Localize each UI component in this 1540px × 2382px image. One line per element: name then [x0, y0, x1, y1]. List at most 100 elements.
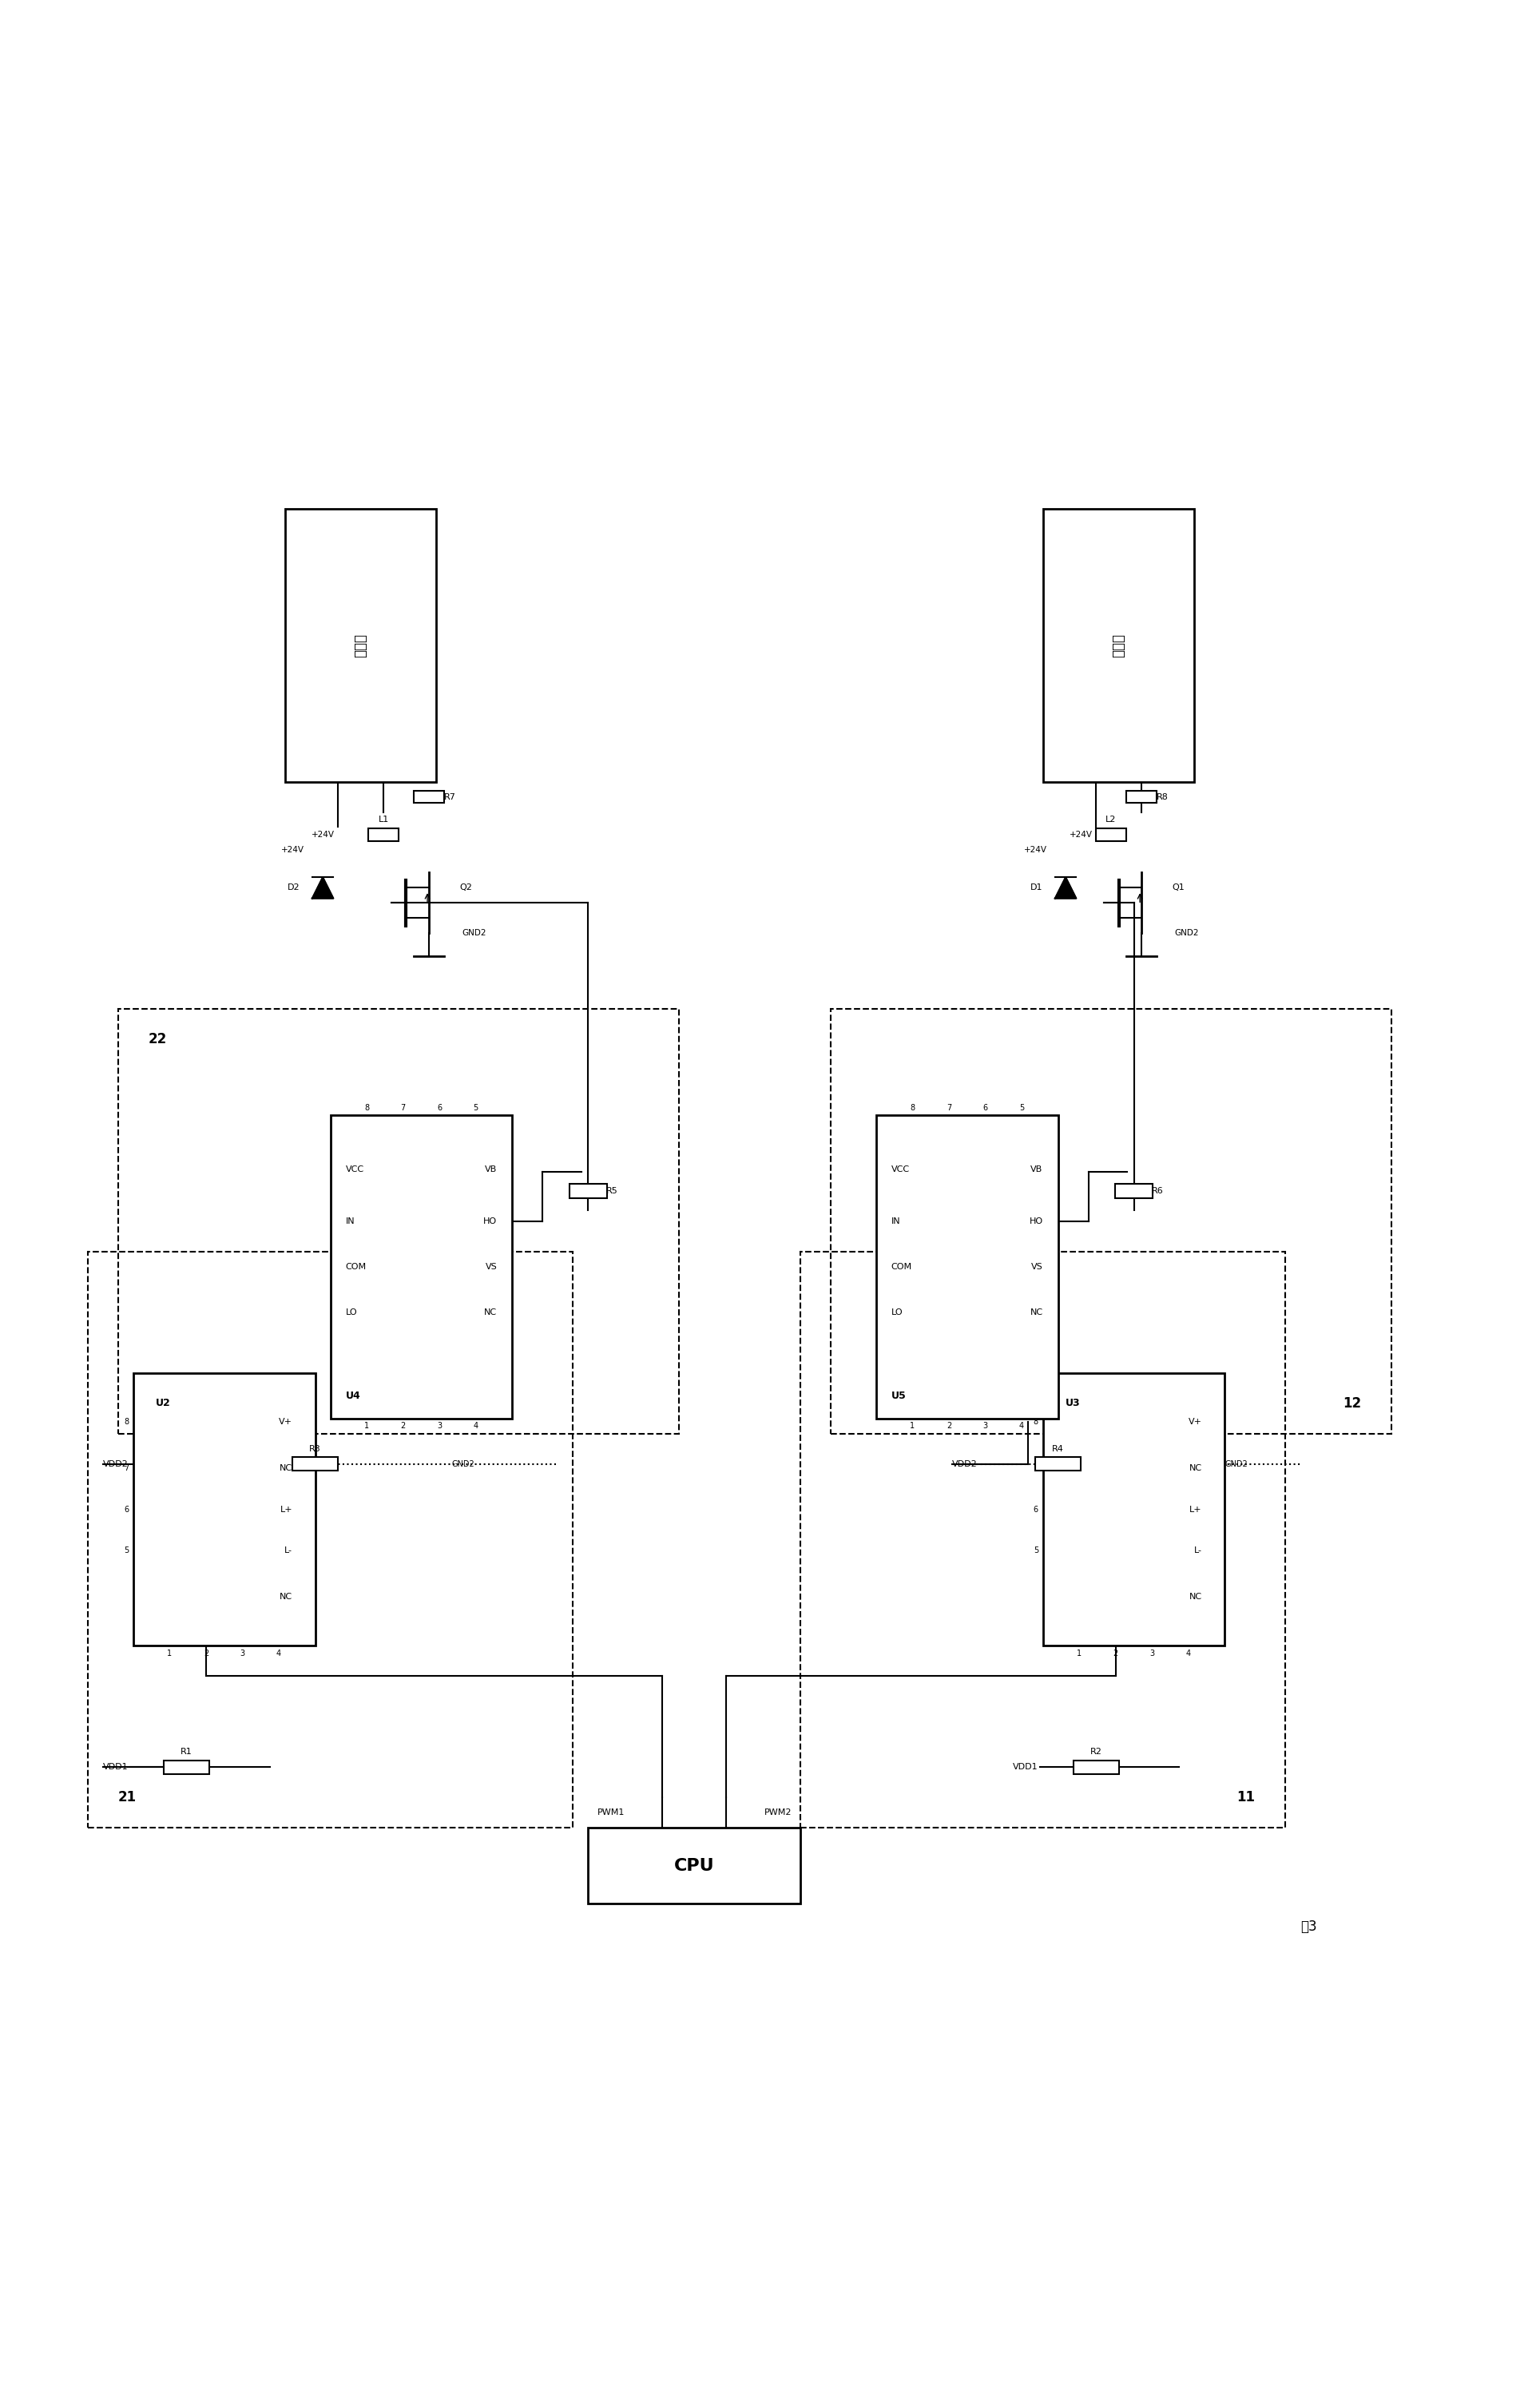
- Bar: [331, 1115, 513, 1417]
- Text: 1: 1: [168, 1648, 172, 1658]
- Text: PWM2: PWM2: [764, 1808, 792, 1817]
- Text: U5: U5: [892, 1391, 906, 1401]
- Bar: [1126, 791, 1157, 803]
- Text: R5: R5: [607, 1186, 618, 1196]
- Text: +24V: +24V: [1024, 846, 1047, 853]
- Bar: [1043, 510, 1195, 781]
- Text: 4: 4: [473, 1422, 479, 1429]
- Text: VB: VB: [485, 1165, 497, 1174]
- Text: 6: 6: [1033, 1505, 1038, 1513]
- Text: 3: 3: [1149, 1648, 1155, 1658]
- Text: VS: VS: [1032, 1262, 1043, 1272]
- Bar: [285, 510, 436, 781]
- Text: VDD1: VDD1: [103, 1763, 128, 1772]
- Text: IN: IN: [892, 1217, 901, 1224]
- Text: VCC: VCC: [892, 1165, 910, 1174]
- Text: NC: NC: [484, 1308, 497, 1317]
- Bar: [414, 791, 444, 803]
- Text: 3: 3: [240, 1648, 245, 1658]
- Text: 3: 3: [983, 1422, 987, 1429]
- Text: 2: 2: [1113, 1648, 1118, 1658]
- Text: 7: 7: [1033, 1465, 1038, 1472]
- Text: NC: NC: [280, 1594, 293, 1601]
- Bar: [368, 829, 399, 841]
- Text: IN: IN: [345, 1217, 354, 1224]
- Text: L-: L-: [285, 1546, 293, 1555]
- Text: R6: R6: [1152, 1186, 1164, 1196]
- Text: HO: HO: [1029, 1217, 1043, 1224]
- Text: V+: V+: [279, 1417, 293, 1427]
- Text: VDD2: VDD2: [952, 1460, 978, 1467]
- Text: VDD2: VDD2: [103, 1460, 128, 1467]
- Text: L-: L-: [1194, 1546, 1203, 1555]
- Text: 4: 4: [1186, 1648, 1190, 1658]
- Text: 7: 7: [123, 1465, 129, 1472]
- Text: 11: 11: [1237, 1791, 1255, 1806]
- Bar: [801, 1251, 1286, 1827]
- Text: R3: R3: [310, 1446, 320, 1453]
- Text: U3: U3: [1066, 1398, 1081, 1408]
- Bar: [1043, 1372, 1224, 1646]
- Text: NC: NC: [1030, 1308, 1043, 1317]
- Text: 3: 3: [437, 1422, 442, 1429]
- Text: LO: LO: [892, 1308, 902, 1317]
- Text: 8: 8: [910, 1103, 915, 1112]
- Bar: [163, 1760, 209, 1775]
- Text: 8: 8: [123, 1417, 129, 1427]
- Bar: [134, 1372, 316, 1646]
- Text: +24V: +24V: [1069, 831, 1092, 838]
- Bar: [570, 1184, 607, 1198]
- Text: VCC: VCC: [345, 1165, 363, 1174]
- Text: 4: 4: [276, 1648, 282, 1658]
- Text: 2: 2: [203, 1648, 208, 1658]
- Text: NC: NC: [1189, 1594, 1203, 1601]
- Bar: [1073, 1760, 1118, 1775]
- Text: 4: 4: [1019, 1422, 1024, 1429]
- Text: 1: 1: [910, 1422, 915, 1429]
- Text: R8: R8: [1157, 793, 1169, 800]
- Text: 12: 12: [1343, 1396, 1361, 1410]
- Text: 6: 6: [983, 1103, 987, 1112]
- Bar: [1035, 1458, 1081, 1470]
- Text: 6: 6: [437, 1103, 442, 1112]
- Text: +24V: +24V: [311, 831, 334, 838]
- Text: VB: VB: [1030, 1165, 1043, 1174]
- Text: V+: V+: [1189, 1417, 1203, 1427]
- Bar: [876, 1115, 1058, 1417]
- Text: 7: 7: [400, 1103, 405, 1112]
- Text: +24V: +24V: [280, 846, 303, 853]
- Text: 22: 22: [148, 1031, 166, 1046]
- Text: 5: 5: [123, 1546, 129, 1555]
- Text: 6: 6: [123, 1505, 129, 1513]
- Text: D1: D1: [1030, 884, 1043, 891]
- Bar: [119, 1010, 679, 1434]
- Text: Q1: Q1: [1172, 884, 1184, 891]
- Text: 5: 5: [473, 1103, 479, 1112]
- Text: GND2: GND2: [1224, 1460, 1247, 1467]
- Text: CPU: CPU: [675, 1858, 715, 1875]
- Bar: [1115, 1184, 1153, 1198]
- Text: COM: COM: [892, 1262, 912, 1272]
- Text: GND2: GND2: [451, 1460, 474, 1467]
- Text: 图3: 图3: [1301, 1920, 1317, 1934]
- Text: HO: HO: [484, 1217, 497, 1224]
- Text: PWM1: PWM1: [598, 1808, 624, 1817]
- Polygon shape: [1055, 877, 1076, 898]
- Text: 5: 5: [1019, 1103, 1024, 1112]
- Text: 电磁铁: 电磁铁: [1112, 634, 1126, 657]
- Text: 2: 2: [947, 1422, 952, 1429]
- Text: GND2: GND2: [1175, 929, 1200, 936]
- Text: COM: COM: [345, 1262, 367, 1272]
- Text: L+: L+: [280, 1505, 293, 1513]
- Text: 2: 2: [400, 1422, 405, 1429]
- Text: L+: L+: [1189, 1505, 1203, 1513]
- Text: 7: 7: [947, 1103, 952, 1112]
- Text: 5: 5: [1033, 1546, 1038, 1555]
- Text: 离合器: 离合器: [354, 634, 368, 657]
- Text: 8: 8: [365, 1103, 370, 1112]
- Text: R1: R1: [180, 1748, 192, 1756]
- Text: R2: R2: [1090, 1748, 1103, 1756]
- Text: 8: 8: [1033, 1417, 1038, 1427]
- Text: NC: NC: [280, 1465, 293, 1472]
- Bar: [293, 1458, 337, 1470]
